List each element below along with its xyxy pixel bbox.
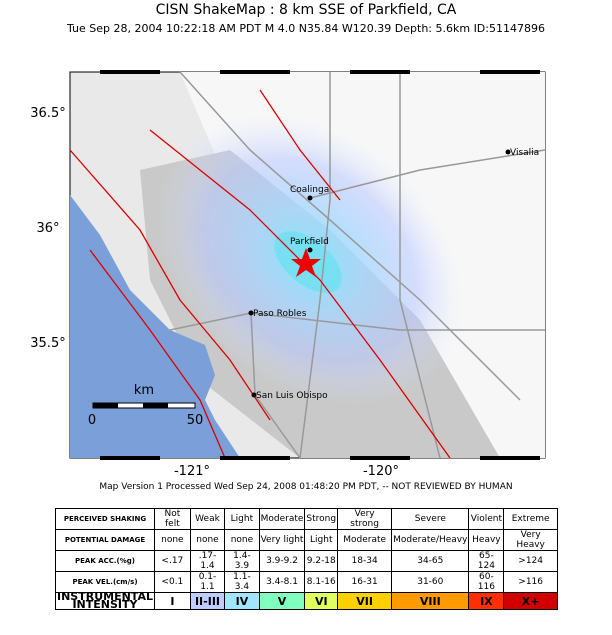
legend-cell: <0.1: [153, 571, 191, 593]
legend-cell: >116: [503, 571, 558, 593]
city-label: Visalia: [510, 148, 539, 158]
map-figure: CISN ShakeMap : 8 km SSE of Parkfield, C…: [30, 2, 546, 479]
city-dot: [307, 195, 313, 201]
axis-labels: 36.5° 36° 35.5° -121° -120°: [30, 106, 399, 479]
legend-cell: 34-65: [391, 550, 470, 572]
row-label: PEAK ACC.(%g): [55, 550, 155, 572]
legend-cell: Very Heavy: [503, 529, 558, 551]
city-label: Coalinga: [290, 185, 329, 195]
legend-cell: VI: [304, 592, 339, 610]
legend-row: INSTRUMENTAL INTENSITY I II-III IV V VI VII VII…: [55, 590, 558, 611]
legend-cell: 1.1-3.4: [224, 571, 260, 593]
legend-cell: >124: [503, 550, 558, 572]
legend-cell: Strong: [304, 508, 339, 530]
lat-label: 35.5°: [30, 336, 65, 351]
legend-row: PEAK VEL.(cm/s) <0.1 0.1-1.1 1.1-3.4 3.4-8.1…: [55, 571, 558, 593]
legend-cell: 9.2-18: [304, 550, 339, 572]
row-label: PERCEIVED SHAKING: [55, 508, 155, 530]
city-dot: [248, 310, 254, 316]
scale-label: 50: [187, 413, 204, 428]
legend-cell: Light: [224, 508, 260, 530]
legend-cell: 65-124: [468, 550, 505, 572]
legend-cell: Very light: [258, 529, 306, 551]
city-dot: [251, 392, 257, 398]
legend-cell: X+: [503, 592, 558, 610]
legend-cell: Very strong: [337, 508, 393, 530]
city-dot: [307, 247, 313, 253]
lon-label: -121°: [174, 464, 210, 479]
legend-cell: 3.9-9.2: [258, 550, 306, 572]
legend-cell: Light: [304, 529, 339, 551]
legend-cell: IX: [468, 592, 505, 610]
legend-cell: 1.4-3.9: [224, 550, 260, 572]
lon-label: -120°: [363, 464, 399, 479]
legend-cell: Violent: [468, 508, 505, 530]
legend-cell: II-III: [189, 592, 226, 610]
footer-note: Map Version 1 Processed Wed Sep 24, 2008…: [99, 482, 513, 492]
legend-cell: 31-60: [391, 571, 470, 593]
map-area: Visalia Coalinga Parkfield Paso Robles San L…: [69, 71, 546, 459]
city-dot: [505, 149, 511, 155]
legend-cell: .17-1.4: [189, 550, 226, 572]
legend-cell: none: [153, 529, 191, 551]
city-markers: Visalia Coalinga Parkfield Paso Robles San L…: [248, 148, 539, 401]
legend-cell: none: [224, 529, 260, 551]
legend-cell: 18-34: [337, 550, 393, 572]
legend-cell: 3.4-8.1: [258, 571, 306, 593]
city-label: Parkfield: [290, 237, 329, 247]
row-label: POTENTIAL DAMAGE: [55, 529, 155, 551]
subtitle: Tue Sep 28, 2004 10:22:18 AM PDT M 4.0 N…: [66, 22, 545, 35]
legend-cell: Not felt: [153, 508, 191, 530]
lat-label: 36.5°: [30, 106, 65, 121]
legend-cell: 0.1-1.1: [189, 571, 226, 593]
legend-cell: 16-31: [337, 571, 393, 593]
ocean: [70, 195, 240, 458]
legend-cell: <.17: [153, 550, 191, 572]
legend-cell: VIII: [391, 592, 470, 610]
faults: [69, 89, 451, 459]
legend-cell: V: [258, 592, 306, 610]
legend-cell: 8.1-16: [304, 571, 339, 593]
legend-cell: IV: [224, 592, 260, 610]
legend-cell: Moderate/Heavy: [391, 529, 470, 551]
row-label: INSTRUMENTAL INTENSITY: [55, 590, 155, 611]
title: CISN ShakeMap : 8 km SSE of Parkfield, C…: [156, 2, 457, 18]
legend-cell: Severe: [391, 508, 470, 530]
legend-cell: 60-116: [468, 571, 505, 593]
frame-ticks: [100, 70, 540, 460]
city-label: Paso Robles: [253, 309, 307, 319]
legend-cell: none: [189, 529, 226, 551]
legend-cell: Moderate: [258, 508, 306, 530]
legend-cell: VII: [337, 592, 393, 610]
legend-row: PEAK ACC.(%g) <.17.17-1.4 1.4-3.9 3.9-9.2 9.…: [55, 550, 558, 572]
legend-cell: Extreme: [503, 508, 558, 530]
legend-cell: I: [153, 592, 191, 610]
scale-unit: km: [134, 383, 154, 398]
legend-row: PERCEIVED SHAKING Not felt Weak Light Modera…: [55, 508, 558, 530]
intensity-legend: PERCEIVED SHAKING Not felt Weak Light Modera…: [55, 508, 558, 610]
roads: [169, 71, 546, 459]
legend-cell: Heavy: [468, 529, 505, 551]
city-label: San Luis Obispo: [256, 391, 328, 401]
lat-label: 36°: [36, 221, 59, 236]
legend-cell: Weak: [189, 508, 226, 530]
scale-label: 0: [88, 413, 96, 428]
scale-bar: km 0 50: [88, 383, 203, 428]
legend-cell: Moderate: [337, 529, 393, 551]
epicenter-star: [291, 248, 321, 277]
legend-row: POTENTIAL DAMAGE none none none Very light Li…: [55, 529, 558, 551]
